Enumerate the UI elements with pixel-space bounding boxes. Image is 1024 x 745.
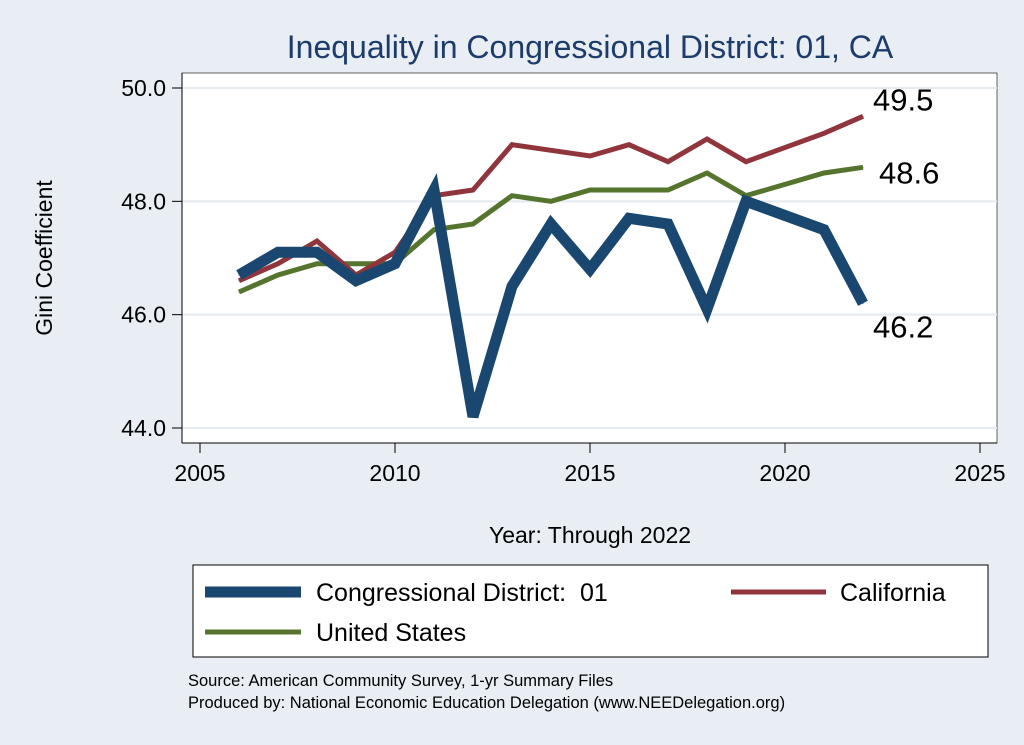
data-point <box>511 285 513 287</box>
data-point <box>550 223 552 225</box>
data-point <box>823 172 825 174</box>
data-point <box>823 132 825 134</box>
y-tick-label: 44.0 <box>121 415 166 441</box>
y-axis-title: Gini Coefficient <box>31 180 57 336</box>
producer-note: Produced by: National Economic Education… <box>188 694 785 712</box>
data-point <box>589 189 591 191</box>
data-point <box>745 200 747 202</box>
data-point <box>511 144 513 146</box>
x-tick-label: 2005 <box>174 460 225 486</box>
data-point <box>472 189 474 191</box>
legend-label-united-states: United States <box>316 619 466 647</box>
data-point <box>706 308 708 310</box>
source-note: Source: American Community Survey, 1-yr … <box>188 672 613 690</box>
end-labels: 46.2 49.5 48.6 <box>873 82 939 344</box>
series-lines <box>236 114 868 419</box>
legend-box <box>192 564 989 658</box>
data-point <box>706 138 708 140</box>
x-tick-label: 2010 <box>369 460 420 486</box>
data-point <box>316 263 318 265</box>
data-point <box>472 416 474 418</box>
data-point <box>589 268 591 270</box>
data-point <box>277 274 279 276</box>
data-point <box>433 189 435 191</box>
data-point <box>823 229 825 231</box>
y-tick-label: 48.0 <box>121 188 166 214</box>
x-tick-label: 2025 <box>954 460 1005 486</box>
data-point <box>862 302 864 304</box>
end-label-congressional-district: 46.2 <box>873 309 933 344</box>
data-point <box>862 166 864 168</box>
end-label-united-states: 48.6 <box>879 155 939 190</box>
data-point <box>316 251 318 253</box>
x-axis: 2005 2010 2015 2020 2025 <box>174 442 1006 486</box>
data-point <box>628 217 630 219</box>
legend-label-california: California <box>840 579 946 607</box>
y-axis: 44.0 46.0 48.0 50.0 <box>121 73 183 443</box>
legend: Congressional District: 01 California Un… <box>192 564 989 658</box>
data-point <box>277 251 279 253</box>
data-point <box>355 263 357 265</box>
data-point <box>589 155 591 157</box>
data-point <box>472 223 474 225</box>
data-point <box>511 195 513 197</box>
data-point <box>706 172 708 174</box>
x-tick-label: 2015 <box>564 460 615 486</box>
data-point <box>667 189 669 191</box>
gridlines <box>182 87 997 429</box>
data-point <box>433 229 435 231</box>
series-congressional-district <box>236 173 868 419</box>
data-point <box>277 263 279 265</box>
data-point <box>628 189 630 191</box>
data-point <box>667 161 669 163</box>
end-label-california: 49.5 <box>873 82 933 117</box>
data-point <box>550 200 552 202</box>
data-point <box>550 149 552 151</box>
series-california <box>238 114 864 283</box>
data-point <box>316 240 318 242</box>
plot-area <box>181 72 998 444</box>
data-point <box>628 144 630 146</box>
data-point <box>745 161 747 163</box>
legend-label-congressional-district: Congressional District: 01 <box>316 579 608 607</box>
y-tick-label: 50.0 <box>121 75 166 101</box>
data-point <box>238 291 240 293</box>
data-point <box>667 223 669 225</box>
data-point <box>355 280 357 282</box>
data-point <box>394 263 396 265</box>
y-tick-label: 46.0 <box>121 302 166 328</box>
x-axis-title: Year: Through 2022 <box>489 522 691 548</box>
data-point <box>238 280 240 282</box>
data-point <box>862 115 864 117</box>
data-point <box>238 274 240 276</box>
chart-title: Inequality in Congressional District: 01… <box>287 29 894 65</box>
x-tick-label: 2020 <box>759 460 810 486</box>
